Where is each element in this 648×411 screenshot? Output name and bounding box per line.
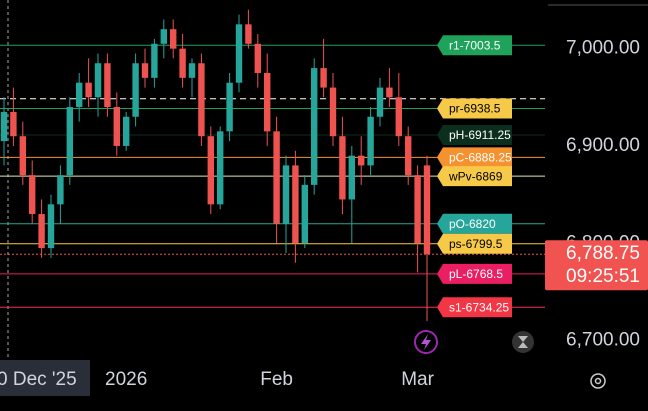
price-label: 6,788.75: [566, 243, 640, 264]
candle-body: [348, 155, 355, 200]
candle-body: [198, 63, 205, 137]
x-tick-label: 2026: [105, 369, 147, 390]
candle-body: [29, 175, 36, 215]
candle-body: [123, 116, 130, 146]
candle-body: [0, 111, 8, 142]
level-label: pC-6888.25: [437, 147, 512, 168]
candle-body: [226, 82, 233, 132]
candle-body: [395, 97, 402, 137]
candle-body: [179, 48, 186, 78]
candle-body: [301, 184, 308, 244]
candle-body: [207, 136, 214, 205]
candle-body: [57, 175, 64, 205]
candle-body: [423, 165, 431, 255]
level-label: pL-6768.5: [437, 263, 512, 284]
candle-body: [273, 131, 280, 224]
candle-body: [405, 136, 412, 176]
candle-body: [188, 63, 196, 78]
lightning-icon[interactable]: [414, 330, 438, 354]
candle-body: [282, 165, 290, 224]
candle-body: [245, 24, 252, 44]
level-text: wPv-6869: [448, 169, 503, 183]
level-label: pr-6938.5: [437, 98, 512, 119]
candle-body: [38, 214, 45, 249]
plot: 7,000.006,900.006,800.006,700.00r1-7003.…: [0, 9, 648, 396]
candle-body: [132, 63, 139, 117]
level-text: pO-6820: [449, 217, 496, 231]
level-tag: [437, 263, 512, 284]
level-text: s1-6734.25: [449, 300, 509, 314]
candle-body: [235, 24, 243, 83]
candle-body: [141, 63, 149, 78]
candle-body: [170, 29, 177, 49]
candle-body: [113, 107, 120, 146]
level-tag: [437, 125, 512, 145]
level-tag: [437, 213, 512, 234]
price-box: [545, 240, 648, 291]
level-tag: [437, 98, 512, 119]
level-tag: [437, 233, 512, 254]
settings-icon[interactable]: [590, 373, 606, 389]
candle-body: [85, 82, 92, 98]
candle-body: [386, 87, 393, 98]
countdown: 09:25:51: [566, 266, 640, 287]
level-text: pL-6768.5: [449, 267, 503, 281]
level-label: ps-6799.5: [437, 233, 512, 254]
level-text: ps-6799.5: [449, 237, 503, 251]
level-tag: [437, 35, 512, 56]
level-label: wPv-6869: [437, 166, 512, 187]
y-tick-label: 6,900.00: [566, 135, 640, 156]
replay-icon[interactable]: [512, 331, 534, 353]
y-tick-label: 7,000.00: [566, 38, 640, 59]
candle-body: [151, 43, 158, 78]
level-text: r1-7003.5: [449, 38, 501, 52]
candle-body: [254, 43, 261, 73]
candle-body: [358, 155, 365, 166]
x-tick-label: Feb: [260, 369, 293, 390]
candle-body: [311, 68, 318, 185]
candle-body: [217, 131, 224, 205]
candle-body: [264, 72, 271, 132]
level-text: pC-6888.25: [449, 151, 512, 165]
level-label: pH-6911.25: [437, 125, 512, 145]
y-tick-label: 6,700.00: [566, 330, 640, 351]
candle-body: [376, 87, 384, 117]
candle-body: [66, 107, 73, 176]
x-tick-label: Mar: [401, 369, 434, 390]
level-tag: [437, 166, 512, 187]
candle-body: [414, 175, 421, 244]
level-label: s1-6734.25: [437, 297, 512, 318]
x-tick-label: 0 Dec '25: [0, 369, 77, 390]
level-tag: [437, 297, 512, 318]
level-label: r1-7003.5: [437, 35, 512, 56]
candle-body: [94, 63, 102, 98]
candle-body: [104, 63, 111, 108]
candle-body: [76, 82, 83, 108]
crosshair-date-box: [0, 360, 90, 396]
level-text: pr-6938.5: [449, 102, 501, 116]
candle-body: [320, 68, 327, 88]
candle-body: [292, 165, 299, 244]
candle-body: [10, 111, 17, 137]
level-tag: [437, 147, 512, 168]
candle-body: [19, 136, 26, 176]
level-label: pO-6820: [437, 213, 512, 234]
candle-body: [160, 29, 167, 44]
candle-body: [329, 87, 337, 137]
candle-body: [47, 204, 55, 249]
candle-body: [339, 136, 346, 200]
candle-body: [367, 116, 374, 166]
level-text: pH-6911.25: [449, 128, 511, 142]
